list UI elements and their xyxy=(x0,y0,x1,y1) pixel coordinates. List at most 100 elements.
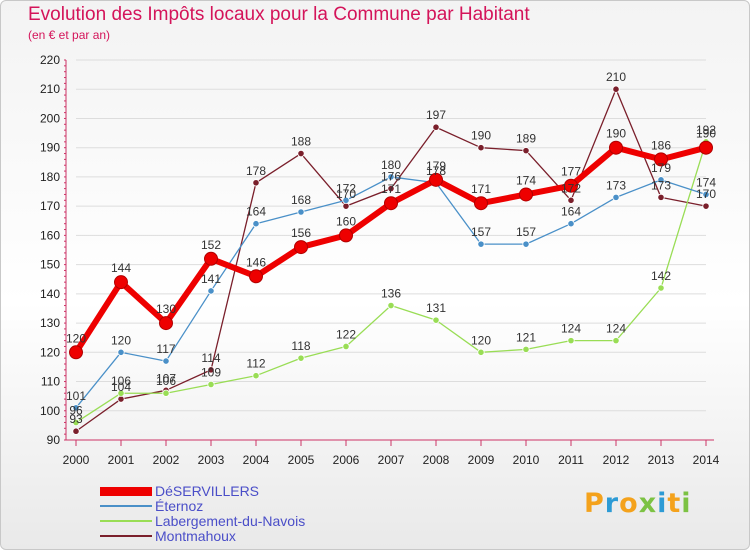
data-label: 186 xyxy=(651,138,671,152)
x-tick-label: 2007 xyxy=(378,453,405,467)
data-point xyxy=(207,287,215,295)
data-label: 164 xyxy=(561,205,581,219)
data-point xyxy=(252,220,260,228)
data-label: 176 xyxy=(381,170,401,184)
data-label: 101 xyxy=(66,389,86,403)
data-point xyxy=(432,316,440,324)
data-label: 168 xyxy=(291,193,311,207)
data-point xyxy=(702,202,710,210)
data-label: 180 xyxy=(381,158,401,172)
logo-letter: i xyxy=(657,488,668,519)
data-label: 144 xyxy=(111,261,131,275)
data-label: 157 xyxy=(516,225,536,239)
data-point xyxy=(657,193,665,201)
logo-letter: i xyxy=(681,488,692,519)
data-point xyxy=(522,147,530,155)
legend-label: Montmahoux xyxy=(155,528,236,544)
data-point xyxy=(69,345,83,360)
y-tick-label: 210 xyxy=(40,82,60,96)
y-tick-label: 160 xyxy=(40,228,60,242)
data-point xyxy=(477,240,485,248)
data-point xyxy=(474,196,488,211)
data-point xyxy=(297,354,305,362)
data-point xyxy=(477,144,485,152)
data-point xyxy=(522,345,530,353)
x-tick-label: 2003 xyxy=(198,453,225,467)
data-point xyxy=(519,187,533,202)
data-label: 136 xyxy=(381,287,401,301)
data-point xyxy=(72,427,80,435)
x-tick-label: 2013 xyxy=(648,453,675,467)
data-point xyxy=(654,152,668,167)
data-label: 190 xyxy=(471,129,491,143)
data-point xyxy=(339,228,353,243)
data-label: 131 xyxy=(426,301,446,315)
data-point xyxy=(159,316,173,331)
data-label: 192 xyxy=(696,123,716,137)
data-point xyxy=(429,172,443,187)
data-point xyxy=(204,251,218,266)
data-label: 170 xyxy=(696,187,716,201)
x-tick-label: 2001 xyxy=(108,453,135,467)
data-point xyxy=(162,357,170,365)
y-tick-label: 190 xyxy=(40,141,60,155)
data-label: 173 xyxy=(606,178,626,192)
data-label: 117 xyxy=(156,342,175,356)
data-label: 93 xyxy=(69,412,83,426)
data-label: 177 xyxy=(561,165,581,179)
x-tick-label: 2004 xyxy=(243,453,270,467)
data-point xyxy=(117,395,125,403)
data-label: 172 xyxy=(561,181,581,195)
data-label: 174 xyxy=(516,173,536,187)
data-label: 160 xyxy=(336,214,356,228)
data-point xyxy=(114,275,128,290)
data-point xyxy=(387,301,395,310)
y-tick-label: 170 xyxy=(40,199,60,213)
data-label: 120 xyxy=(66,331,86,345)
y-tick-label: 180 xyxy=(40,170,60,184)
data-point xyxy=(477,348,485,356)
logo-letter: t xyxy=(667,488,682,519)
data-point xyxy=(432,123,440,131)
data-label: 118 xyxy=(291,339,310,353)
x-tick-label: 2010 xyxy=(513,453,540,467)
x-tick-label: 2008 xyxy=(423,453,450,467)
data-label: 120 xyxy=(111,333,131,347)
data-point xyxy=(117,389,125,397)
data-point xyxy=(297,208,305,216)
data-point xyxy=(72,418,80,427)
data-point xyxy=(567,337,575,345)
data-label: 188 xyxy=(291,135,311,149)
x-tick-label: 2000 xyxy=(63,453,90,467)
data-point xyxy=(657,284,665,292)
data-point xyxy=(612,85,620,93)
proxiti-logo: Proxiti xyxy=(584,488,692,519)
x-tick-label: 2011 xyxy=(558,453,584,467)
data-point xyxy=(162,389,170,397)
data-point xyxy=(612,193,620,201)
logo-letter: o xyxy=(619,488,639,519)
data-label: 107 xyxy=(156,371,176,385)
data-label: 190 xyxy=(696,127,716,141)
data-label: 190 xyxy=(606,127,626,141)
data-label: 130 xyxy=(156,302,176,316)
logo-letter: x xyxy=(638,488,658,519)
data-label: 121 xyxy=(516,330,536,344)
y-tick-label: 120 xyxy=(40,345,60,359)
data-label: 210 xyxy=(606,70,626,84)
legend-swatch xyxy=(100,505,152,507)
data-label: 124 xyxy=(606,322,626,336)
data-point xyxy=(294,240,308,255)
data-label: 124 xyxy=(561,322,581,336)
y-tick-label: 200 xyxy=(40,111,60,125)
y-tick-label: 100 xyxy=(40,404,60,418)
data-label: 189 xyxy=(516,132,536,146)
data-label: 156 xyxy=(291,226,311,240)
data-point xyxy=(387,185,395,193)
data-point xyxy=(387,173,395,181)
data-point xyxy=(342,202,350,210)
data-point xyxy=(249,269,263,284)
x-tick-label: 2005 xyxy=(288,453,315,467)
data-point xyxy=(297,149,305,158)
